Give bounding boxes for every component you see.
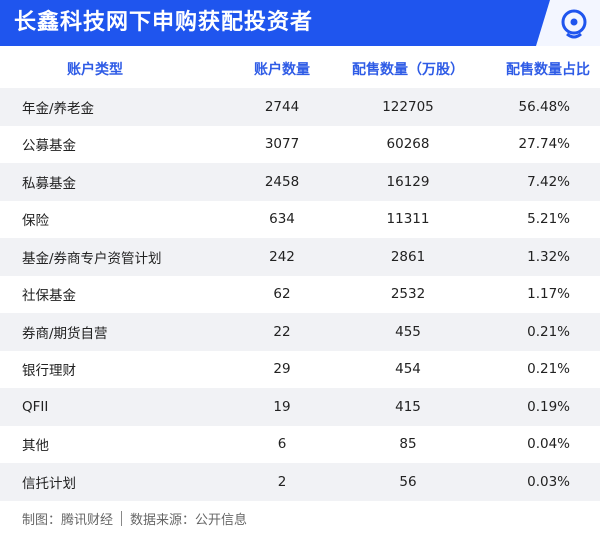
table-cell: 0.03%	[527, 473, 570, 490]
separator	[121, 510, 123, 526]
table-cell: 1.32%	[527, 248, 570, 265]
table-cell: 60268	[386, 136, 430, 153]
table-row: 基金/券商专户资管计划 242 2861 1.32%	[0, 238, 600, 276]
footer-maker: 制图：腾讯财经	[22, 512, 114, 528]
footer: 制图：腾讯财经 数据来源：公开信息	[22, 507, 247, 529]
column-header: 账户数量	[254, 62, 310, 78]
table-cell: 85	[399, 436, 417, 453]
title: 长鑫科技网下申购获配投资者	[14, 10, 314, 35]
table-cell: 11311	[386, 211, 430, 228]
table-cell: 56	[399, 473, 417, 490]
table-cell: 保险	[22, 213, 49, 230]
table-cell: 2	[277, 473, 287, 490]
table-cell: 7.42%	[527, 173, 570, 190]
table-cell: 私募基金	[22, 175, 76, 192]
table-cell: 3077	[264, 136, 300, 153]
column-header: 配售数量占比	[506, 62, 590, 78]
table-row: 券商/期货自营 22 455 0.21%	[0, 313, 600, 351]
table-cell: 415	[395, 398, 421, 415]
table-row: 信托计划 2 56 0.03%	[0, 463, 600, 501]
table-cell: 634	[269, 211, 295, 228]
table-cell: 2861	[390, 248, 426, 265]
table-cell: 0.19%	[527, 398, 570, 415]
table-cell: 5.21%	[527, 211, 570, 228]
table-cell: 信托计划	[22, 475, 76, 492]
table-cell: 公募基金	[22, 138, 76, 155]
table-cell: 62	[273, 286, 291, 303]
table-cell: 27.74%	[518, 136, 570, 153]
table-row: 社保基金 62 2532 1.17%	[0, 276, 600, 314]
table-row: 保险 634 11311 5.21%	[0, 201, 600, 239]
table-cell: 242	[269, 248, 295, 265]
table-cell: 银行理财	[22, 363, 76, 380]
table-cell: 2744	[264, 98, 300, 115]
table-cell: QFII	[22, 398, 49, 415]
table-cell: 6	[277, 436, 287, 453]
table-row: 私募基金 2458 16129 7.42%	[0, 163, 600, 201]
table-row: 年金/养老金 2744 122705 56.48%	[0, 88, 600, 126]
table-cell: 社保基金	[22, 288, 76, 305]
table-cell: 22	[273, 323, 291, 340]
table-row: QFII 19 415 0.19%	[0, 388, 600, 426]
table-cell: 2458	[264, 173, 300, 190]
table-cell: 454	[395, 361, 421, 378]
table-row: 银行理财 29 454 0.21%	[0, 351, 600, 389]
table-row: 其他 6 85 0.04%	[0, 426, 600, 464]
header-bar: 长鑫科技网下申购获配投资者	[0, 0, 600, 46]
logo	[536, 0, 600, 46]
table-cell: 29	[273, 361, 291, 378]
table-cell: 122705	[382, 98, 434, 115]
header-row: 账户类型 账户数量 配售数量（万股） 配售数量占比	[0, 50, 600, 88]
column-header: 账户类型	[67, 62, 123, 78]
table-cell: 0.21%	[527, 323, 570, 340]
table-cell: 16129	[386, 173, 430, 190]
table-cell: 0.04%	[527, 436, 570, 453]
table-cell: 19	[273, 398, 291, 415]
column-header: 配售数量（万股）	[352, 62, 464, 78]
table: 账户类型 账户数量 配售数量（万股） 配售数量占比年金/养老金 2744 122705 56…	[0, 50, 600, 501]
table-cell: 其他	[22, 438, 49, 455]
table-cell: 券商/期货自营	[22, 325, 108, 342]
table-cell: 1.17%	[527, 286, 570, 303]
table-row: 公募基金 3077 60268 27.74%	[0, 126, 600, 164]
table-cell: 2532	[390, 286, 426, 303]
table-cell: 455	[395, 323, 421, 340]
table-cell: 年金/养老金	[22, 100, 95, 117]
table-cell: 0.21%	[527, 361, 570, 378]
table-cell: 56.48%	[518, 98, 570, 115]
table-cell: 基金/券商专户资管计划	[22, 250, 162, 267]
footer-source: 数据来源：公开信息	[130, 512, 248, 528]
